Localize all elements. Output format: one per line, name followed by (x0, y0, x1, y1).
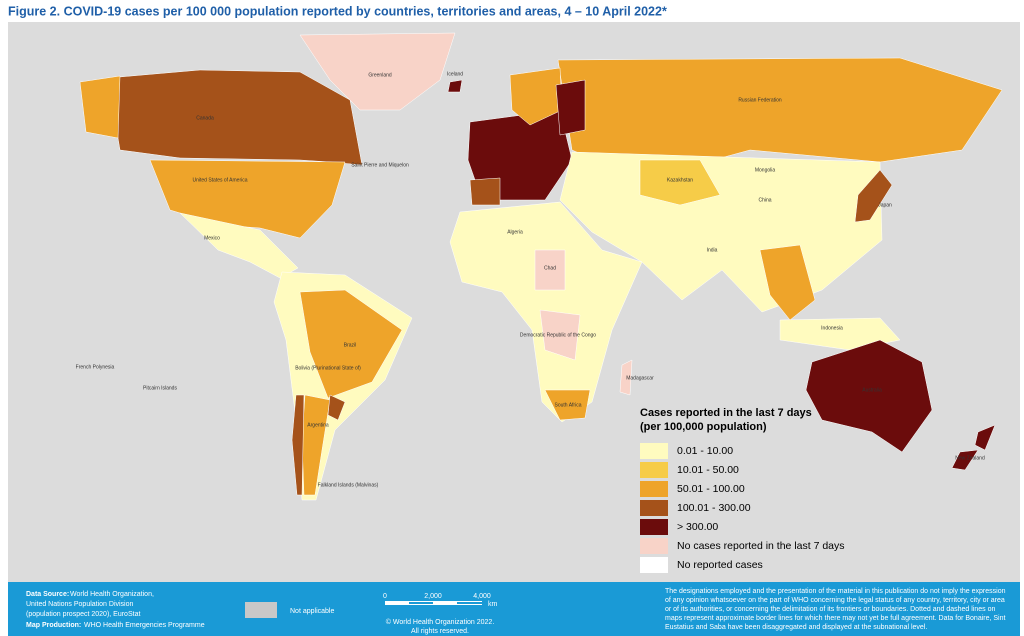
map-label: Argentina (307, 422, 329, 428)
central-america (179, 212, 299, 279)
scale-unit: km (488, 601, 498, 608)
legend-label: No cases reported in the last 7 days (677, 540, 845, 552)
map-label: Russian Federation (738, 97, 782, 103)
map-label: Canada (196, 115, 214, 121)
map-label: Mongolia (755, 167, 776, 173)
map-label: Indonesia (821, 325, 843, 331)
scandinavia (509, 67, 563, 126)
scale-label: 0 (383, 593, 387, 600)
chad (534, 249, 566, 291)
map-label: China (758, 197, 771, 203)
map-label: Pitcairn Islands (143, 385, 177, 391)
map-label: Brazil (344, 342, 357, 348)
alaska (79, 75, 121, 139)
southeast-asia (759, 244, 816, 321)
map-label: Mexico (204, 235, 220, 241)
south-africa (544, 389, 591, 421)
legend-swatch (640, 462, 668, 478)
disclaimer: The designations employed and the presen… (665, 588, 1006, 595)
footer-content: Data Source: World Health Organization, … (26, 588, 1006, 635)
map-label: French Polynesia (76, 364, 115, 370)
map-label: Saint Pierre and Miquelon (351, 162, 409, 168)
disclaimer: of any opinion whatsoever on the part of… (665, 597, 1005, 604)
scale-bar (409, 602, 433, 604)
map-label: New Zealand (955, 455, 985, 461)
copyright: All rights reserved. (411, 628, 469, 635)
copyright: © World Health Organization 2022. (386, 618, 495, 626)
legend-swatch (640, 519, 668, 535)
not-applicable-label: Not applicable (290, 608, 334, 615)
production-label: Map Production: (26, 622, 81, 629)
legend-swatch (640, 481, 668, 497)
greenland (299, 32, 456, 111)
map-label: Democratic Republic of the Congo (520, 332, 596, 338)
legend: Cases reported in the last 7 days (per 1… (640, 407, 845, 573)
legend-swatch (640, 500, 668, 516)
map-label: Greenland (368, 72, 392, 78)
scale-label: 4,000 (473, 593, 491, 600)
dr-congo (539, 309, 581, 361)
source-text: United Nations Population Division (26, 601, 133, 608)
map-label: Kazakhstan (667, 177, 693, 183)
japan (854, 169, 893, 223)
source-text: (population prospect 2020), EuroStat (26, 611, 140, 618)
legend-label: 50.01 - 100.00 (677, 483, 745, 495)
legend-title: (per 100,000 population) (640, 421, 767, 433)
new-zealand-south (951, 449, 979, 471)
map-label: Australia (862, 387, 882, 393)
scale-label: 2,000 (424, 593, 442, 600)
scale-bar (457, 602, 482, 604)
map-label: Bolivia (Plurinational State of) (295, 365, 361, 371)
map (79, 32, 1003, 501)
not-applicable-swatch (245, 602, 277, 618)
iceland (447, 79, 463, 93)
footer (8, 582, 1020, 636)
finland (555, 79, 586, 136)
disclaimer: or of its authorities, or concerning the… (665, 606, 995, 613)
legend-label: No reported cases (677, 559, 763, 571)
canada (107, 69, 363, 166)
legend-title: Cases reported in the last 7 days (640, 407, 812, 419)
map-label: Algeria (507, 229, 523, 235)
legend-swatch (640, 538, 668, 554)
scale-bar (385, 601, 482, 605)
disclaimer: maps represent approximate border lines … (665, 615, 1006, 622)
map-label: Iceland (447, 71, 463, 77)
australia (805, 339, 933, 453)
legend-label: 100.01 - 300.00 (677, 502, 751, 514)
production-text: WHO Health Emergencies Programme (84, 622, 205, 629)
map-label: India (707, 247, 718, 253)
legend-swatch (640, 443, 668, 459)
title: Figure 2. COVID-19 cases per 100 000 pop… (8, 4, 667, 18)
map-label: Madagascar (626, 375, 654, 381)
source-label: Data Source: (26, 591, 69, 598)
map-label: Falkland Islands (Malvinas) (318, 482, 379, 488)
map-label: Japan (878, 202, 892, 208)
kazakhstan (639, 159, 721, 206)
legend-swatch (640, 557, 668, 573)
disclaimer: Eustatius and Saba have been disaggregat… (665, 624, 927, 631)
chile (291, 394, 305, 496)
legend-label: 0.01 - 10.00 (677, 445, 733, 457)
map-label: South Africa (555, 402, 582, 408)
map-labels: Greenland Canada United States of Americ… (76, 71, 985, 488)
map-label: United States of America (192, 177, 247, 183)
legend-label: 10.01 - 50.00 (677, 464, 739, 476)
source-text: World Health Organization, (70, 591, 154, 598)
madagascar (619, 359, 633, 396)
brazil (299, 289, 403, 399)
uruguay (327, 394, 346, 421)
iberia (469, 177, 501, 206)
map-label: Chad (544, 265, 556, 271)
new-zealand-north (974, 424, 996, 451)
legend-label: > 300.00 (677, 521, 718, 533)
